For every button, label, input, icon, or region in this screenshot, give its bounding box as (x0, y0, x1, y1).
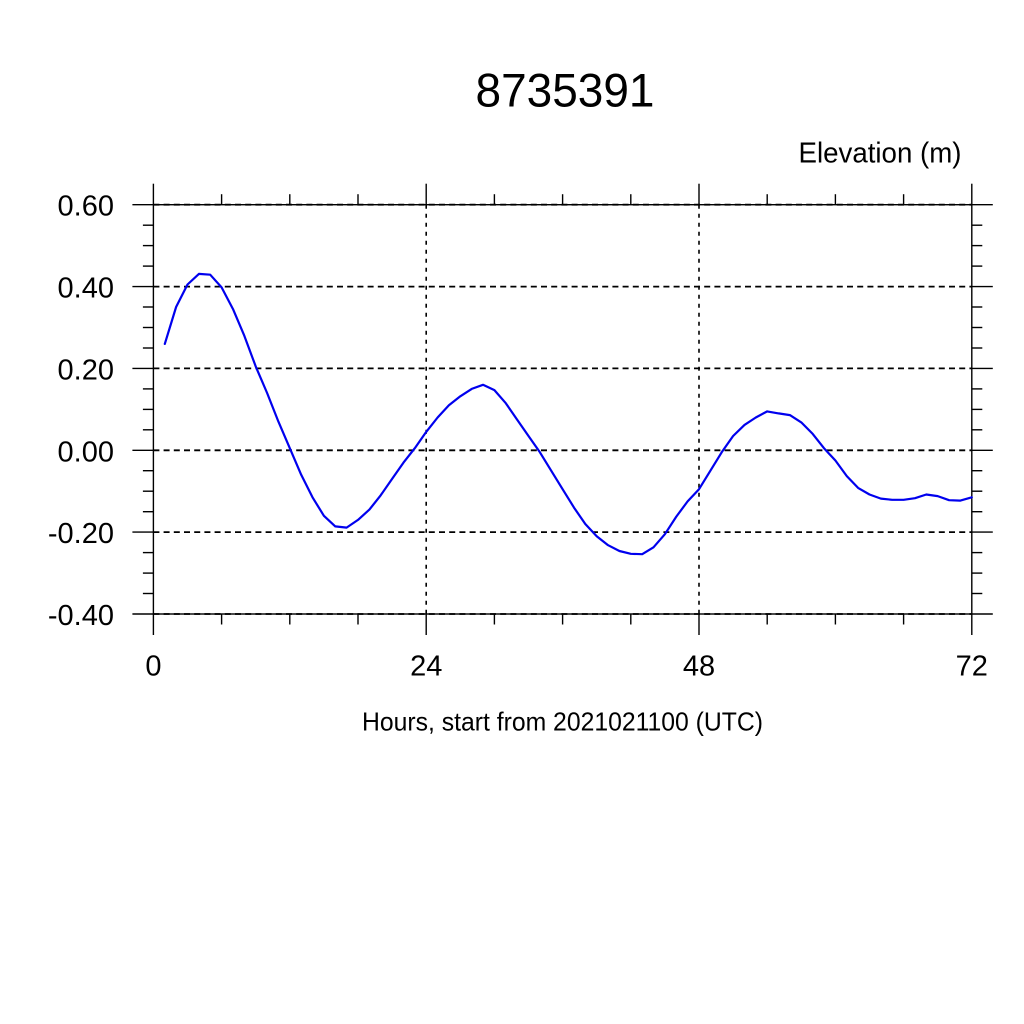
svg-text:8735391: 8735391 (476, 64, 655, 117)
svg-text:-0.40: -0.40 (48, 600, 114, 632)
svg-text:-0.20: -0.20 (48, 518, 114, 550)
svg-text:0: 0 (145, 651, 161, 683)
svg-text:0.40: 0.40 (58, 273, 114, 305)
svg-text:Elevation (m): Elevation (m) (799, 138, 962, 170)
svg-text:48: 48 (683, 651, 715, 683)
svg-text:0.20: 0.20 (58, 354, 114, 386)
svg-text:0.00: 0.00 (58, 436, 114, 468)
svg-text:24: 24 (410, 651, 442, 683)
svg-text:72: 72 (956, 651, 988, 683)
svg-text:0.60: 0.60 (58, 191, 114, 223)
svg-text:Hours, start from 2021021100 (: Hours, start from 2021021100 (UTC) (362, 707, 763, 737)
